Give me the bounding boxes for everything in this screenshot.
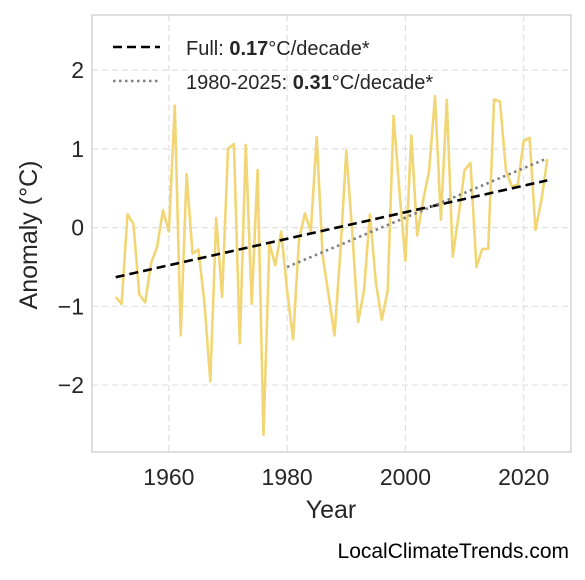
x-tick-label: 1980 xyxy=(262,464,313,490)
trend-line-full xyxy=(115,179,548,279)
series-layer xyxy=(114,94,549,437)
y-axis-title: Anomaly (°C) xyxy=(15,161,43,310)
legend-entry-full: Full: 0.17°C/decade* xyxy=(186,38,370,60)
trend-line-1980-2025 xyxy=(286,157,548,269)
grid-lines xyxy=(92,15,571,452)
x-tick-label: 1960 xyxy=(143,464,194,490)
legend-recent-suffix: °C/decade* xyxy=(332,72,434,94)
y-tick-label: −2 xyxy=(58,372,84,398)
y-tick-label: 1 xyxy=(71,136,84,162)
x-tick-label: 2020 xyxy=(498,464,549,490)
site-watermark: LocalClimateTrends.com xyxy=(337,540,569,563)
x-tick-label: 2000 xyxy=(380,464,431,490)
legend-full-prefix: Full: xyxy=(186,38,229,60)
legend: Full: 0.17°C/decade* 1980-2025: 0.31°C/d… xyxy=(113,38,433,94)
tick-labels: 1960 1980 2000 2020 −2 −1 0 1 2 xyxy=(58,57,550,490)
plot-frame xyxy=(91,14,572,453)
legend-recent-prefix: 1980-2025: xyxy=(186,72,293,94)
annual-anomaly-line xyxy=(114,94,549,437)
legend-full-suffix: °C/decade* xyxy=(268,38,370,60)
y-tick-label: 2 xyxy=(71,57,84,83)
x-axis-title: Year xyxy=(306,496,357,524)
y-tick-label: 0 xyxy=(71,215,84,241)
legend-entry-recent: 1980-2025: 0.31°C/decade* xyxy=(186,72,433,94)
legend-full-value: 0.17 xyxy=(229,38,268,60)
legend-recent-value: 0.31 xyxy=(293,72,332,94)
y-tick-label: −1 xyxy=(58,293,84,319)
